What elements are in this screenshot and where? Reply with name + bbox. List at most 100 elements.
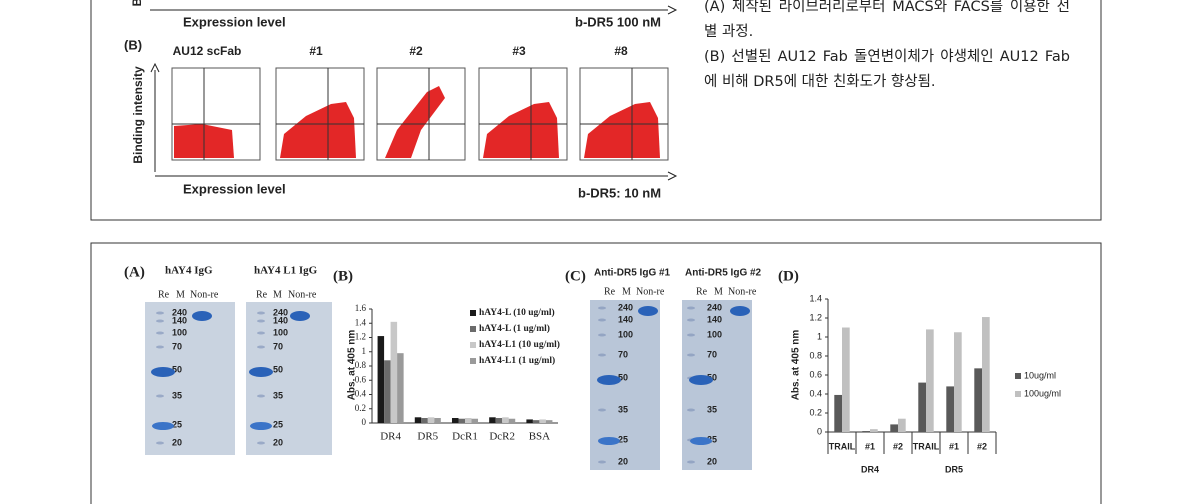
lane-label: Re [158,289,170,300]
marker-label: 35 [618,404,628,414]
y-tick-label: 0.6 [809,369,822,379]
y-tick-label: 1.2 [355,332,366,342]
y-tick-label: 0.2 [355,403,366,413]
arrow-head [667,5,678,15]
y-tick-label: 0 [362,417,367,427]
ladder-band [156,394,164,398]
ladder-band [598,333,606,337]
x-tick-label: DcR2 [489,431,515,443]
panel-label: (B) [333,268,353,284]
gel-image [246,302,332,455]
protein-band [152,422,174,430]
x-tick-label: DR4 [380,431,401,443]
y-tick-label: 1.4 [809,293,822,303]
y-tick-label: 0.2 [809,407,822,417]
x-tick-label: TRAIL [829,441,856,451]
marker-label: 35 [707,404,717,414]
bar [465,418,472,423]
marker-label: 100 [618,329,633,339]
concentration: b-DR5 100 nM [575,14,661,29]
legend-swatch [470,342,476,348]
axis-label: Expression level [183,14,286,29]
legend-swatch [470,358,476,364]
facs-title: #1 [309,44,323,58]
protein-band [638,306,658,316]
ladder-band [257,319,265,323]
legend-swatch [470,310,476,316]
legend-swatch [1015,391,1021,397]
y-tick-label: 0.4 [809,388,822,398]
ladder-band [687,408,695,412]
facs-title: #2 [409,44,423,58]
marker-label: 20 [707,456,717,466]
legend-label: 10ug/ml [1024,370,1056,380]
ladder-band [687,353,695,357]
x-tick-label: DR5 [417,431,438,443]
protein-band [192,311,212,321]
ladder-band [257,394,265,398]
marker-label: 50 [618,372,628,382]
marker-label: 240 [707,302,722,312]
facs-title: #3 [512,44,526,58]
lane-label: Non-re [728,286,757,297]
y-tick-label: 1.2 [809,312,822,322]
group-label: DR5 [945,464,963,474]
lane-label: Non-re [636,286,665,297]
marker-label: 25 [618,434,628,444]
bar [918,382,926,432]
bar [946,386,954,432]
concentration: b-DR5: 10 nM [578,185,661,200]
lane-label: Re [696,286,708,297]
ladder-band [598,306,606,310]
ladder-band [257,441,265,445]
x-tick-label: DcR1 [452,431,478,443]
facs-title: AU12 scFab [173,44,242,58]
lane-label: M [176,289,185,300]
x-tick-label: BSA [529,431,550,443]
y-tick-label: 1 [362,346,367,356]
arrow-head [667,171,678,181]
bar [545,420,553,423]
top-frame [90,0,1102,221]
marker-label: 100 [172,327,187,337]
bar [982,317,990,432]
caption-line: (A) 제작된 라이브러리로부터 MACS와 FACS를 이용한 선별 과정. [704,0,1070,40]
gel-title: hAY4 L1 IgG [254,265,318,277]
gel-image [145,302,235,455]
bar [495,418,503,423]
marker-label: 25 [273,419,283,429]
marker-label: 140 [618,314,633,324]
ladder-band [687,333,695,337]
protein-band [690,437,712,445]
ladder-band [598,318,606,322]
gel-title: hAY4 IgG [165,265,213,277]
ladder-band [257,331,265,335]
bar [870,429,878,432]
protein-band [598,437,620,445]
y-tick-label: 0.4 [355,389,367,399]
lane-label: M [273,289,282,300]
bar [471,418,479,423]
marker-label: 70 [172,341,182,351]
marker-label: 100 [273,327,288,337]
axis-label: Expression level [183,181,286,196]
lane-label: M [622,286,631,297]
x-tick-label: TRAIL [913,441,940,451]
bar [458,418,465,423]
marker-label: 50 [172,364,182,374]
lane-label: Re [604,286,616,297]
marker-label: 70 [273,341,283,351]
lane-label: Non-re [288,289,317,300]
legend-swatch [1015,373,1021,379]
y-tick-label: 1.4 [355,317,367,327]
ladder-band [687,318,695,322]
bar [834,394,842,432]
bar [397,353,404,423]
marker-label: 70 [707,349,717,359]
bar [890,424,898,432]
y-tick-label: 0.8 [809,350,822,360]
facs-title: #8 [614,44,628,58]
legend-label: hAY4-L (1 ug/ml) [479,323,550,334]
gel-title: Anti-DR5 IgG #1 [594,268,671,279]
legend-swatch [470,326,476,332]
